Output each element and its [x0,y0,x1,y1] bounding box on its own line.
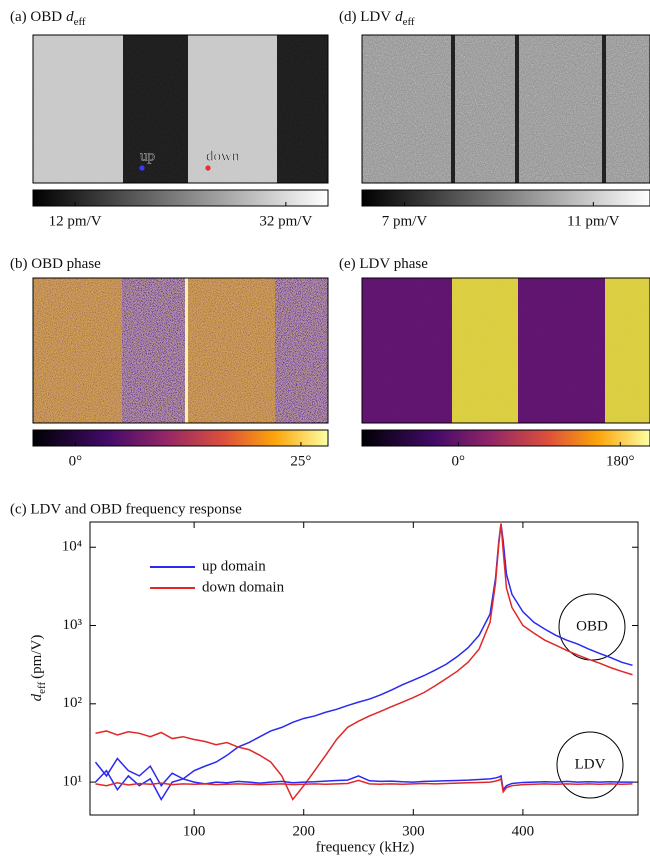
chart-title: (c) LDV and OBD frequency response [10,501,242,517]
colorbar-tick-label: 7 pm/V [382,213,428,229]
figure: (c) LDV and OBD frequency response frequ… [0,0,650,856]
colorbar-tick-label: 0° [69,453,83,469]
y-tick-label: 10² [63,695,83,711]
panel-title-text: (a) OBD [10,9,62,25]
colorbar-tick-label: 180° [606,453,635,469]
obd-phase-image [33,278,328,423]
panel-title-text: (b) OBD phase [10,256,101,272]
x-tick-label: 400 [512,823,535,839]
y-tick-label: 10⁴ [62,539,82,555]
panel-title-text: (e) LDV phase [339,256,428,272]
x-tick-label: 200 [292,823,315,839]
colorbar-tick-label: 12 pm/V [49,213,102,229]
y-tick-label: 10¹ [63,774,83,790]
colorbar [33,430,328,446]
colorbar [362,190,650,206]
y-axis-label: deff(pm/V) [29,635,47,702]
series-line [95,524,632,800]
ldv-phase-image [362,278,650,423]
x-tick-label: 300 [402,823,425,839]
panel-title: (e) LDV phase [339,256,428,272]
y-tick-label: 10³ [63,617,83,633]
panel-title: (b) OBD phase [10,256,101,272]
ldv-amplitude-image [362,35,650,183]
colorbar-tick-label: 11 pm/V [567,213,620,229]
marker-label: down [206,148,240,164]
colorbar-tick-label: 0° [452,453,466,469]
marker-label: up [140,148,155,164]
legend-label: down domain [202,579,285,595]
colorbar-tick-label: 32 pm/V [259,213,312,229]
marker-dot [139,165,144,170]
panel-subscript: eff [403,16,415,28]
panel-title-text: (d) LDV [339,9,391,25]
x-tick-label: 100 [183,823,206,839]
x-axis-label: frequency (kHz) [316,839,415,855]
annotation: LDV [575,756,606,772]
annotation: OBD [576,618,608,634]
obd-amplitude-image [33,35,328,183]
panel-subscript: eff [74,16,86,28]
legend-label: up domain [202,558,266,574]
colorbar [362,430,650,446]
plot-frame [90,522,638,815]
series-line [95,524,632,786]
colorbar [33,190,328,206]
marker-dot [205,165,210,170]
colorbar-tick-label: 25° [290,453,311,469]
